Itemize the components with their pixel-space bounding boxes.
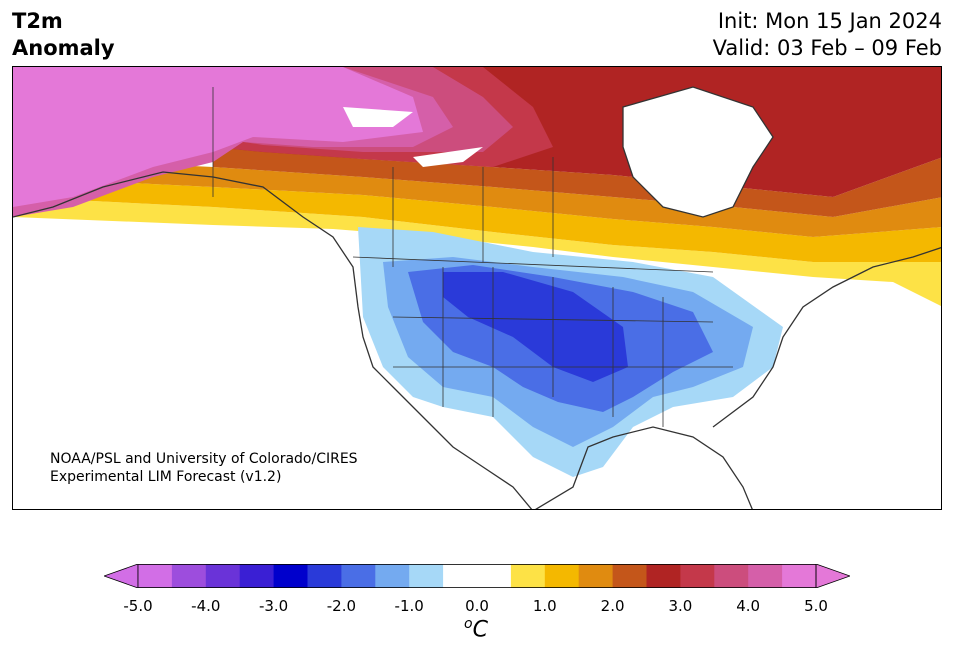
- colorbar-swatch: [578, 564, 614, 588]
- colorbar-tick-label: 1.0: [532, 597, 557, 615]
- colorbar-swatch: [409, 564, 444, 588]
- colorbar-swatch: [341, 564, 376, 588]
- colorbar-swatch: [646, 564, 681, 588]
- anomaly-map: NOAA/PSL and University of Colorado/CIRE…: [12, 66, 942, 510]
- colorbar-outline: [137, 564, 817, 588]
- warm-band-yellow: [13, 197, 941, 306]
- warm-band-orange: [13, 157, 941, 237]
- colorbar: [104, 564, 850, 588]
- colorbar-swatch: [748, 564, 783, 588]
- colorbar-tick-label: -3.0: [258, 597, 289, 615]
- colorbar-swatch: [375, 564, 410, 588]
- warm-band-burnt: [213, 147, 941, 217]
- colorbar-max-arrow: [815, 564, 850, 588]
- colorbar-swatch: [443, 564, 478, 588]
- colorbar-tick-label: -5.0: [123, 597, 153, 615]
- colorbar-tick-label: 3.0: [668, 597, 693, 615]
- colorbar-tick-label: -2.0: [326, 597, 357, 615]
- colorbar-units: oC: [446, 616, 506, 642]
- coastlines: [13, 86, 941, 509]
- colorbar-swatch: [680, 564, 715, 588]
- colorbar-tick-label: 0.0: [465, 597, 489, 615]
- units-label: C: [472, 617, 488, 643]
- colorbar-swatch: [273, 564, 308, 588]
- colorbar-swatch: [782, 564, 817, 588]
- colorbar-swatch: [477, 564, 512, 588]
- title-variable: T2m: [12, 9, 63, 33]
- hudson-bay: [623, 87, 773, 217]
- colorbar-tick-label: 4.0: [736, 597, 761, 615]
- colorbar-swatch: [205, 564, 241, 588]
- title-anomaly: Anomaly: [12, 36, 115, 60]
- init-date: Init: Mon 15 Jan 2024: [717, 9, 942, 33]
- arctic-water: [343, 107, 483, 167]
- cold-band-deep: [443, 272, 628, 382]
- colorbar-swatch: [544, 564, 580, 588]
- colorbar-swatch: [714, 564, 749, 588]
- colorbar-swatch: [307, 564, 342, 588]
- valid-range: Valid: 03 Feb – 09 Feb: [712, 36, 942, 60]
- map-title: T2m Anomaly: [12, 8, 115, 62]
- colorbar-swatch: [510, 564, 546, 588]
- colorbar-tick-label: 5.0: [804, 597, 828, 615]
- colorbar-tick-label: 2.0: [600, 597, 625, 615]
- warm-band-gold: [13, 177, 941, 262]
- colorbar-swatch: [138, 564, 173, 588]
- credit-text: NOAA/PSL and University of Colorado/CIRE…: [50, 450, 358, 486]
- map-canvas: [13, 67, 941, 509]
- colorbar-swatch: [239, 564, 275, 588]
- credit-line-2: Experimental LIM Forecast (v1.2): [50, 469, 282, 485]
- colorbar-tick-label: -1.0: [394, 597, 424, 615]
- credit-line-1: NOAA/PSL and University of Colorado/CIRE…: [50, 451, 358, 467]
- degree-symbol: o: [464, 616, 473, 632]
- colorbar-swatch: [612, 564, 647, 588]
- colorbar-swatch: [171, 564, 207, 588]
- colorbar-min-arrow: [104, 564, 139, 588]
- political-borders: [212, 87, 733, 427]
- colorbar-tick-label: -4.0: [191, 597, 221, 615]
- forecast-dates: Init: Mon 15 Jan 2024 Valid: 03 Feb – 09…: [713, 8, 942, 62]
- warm-band-magenta: [13, 67, 423, 207]
